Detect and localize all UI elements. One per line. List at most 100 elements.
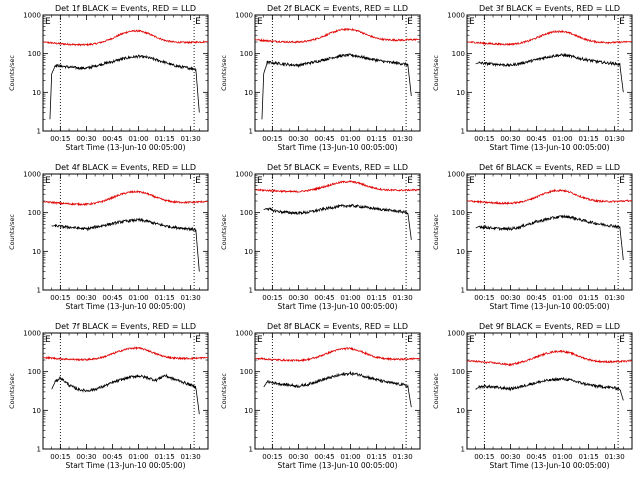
x-tick-label: 00:15: [474, 294, 494, 302]
x-tick-label: 00:15: [474, 135, 494, 143]
x-tick-label: 01:15: [366, 453, 386, 461]
lld-series-line: [254, 346, 421, 363]
x-axis-label: Start Time (13-Jun-10 00:05:00): [490, 461, 610, 470]
y-tick-label: 100: [240, 50, 253, 58]
flag-label: E: [407, 335, 413, 345]
plot-frame: [254, 14, 421, 132]
flag-label: E: [469, 17, 475, 27]
y-tick-label: 1: [461, 128, 465, 136]
y-axis-label: Counts/sec: [220, 373, 228, 409]
panel-1: Det 1f BLACK = Events, RED = LLD 1 10 100 10…: [8, 4, 209, 152]
events-series-line: [49, 54, 200, 120]
x-tick-label: 01:30: [393, 135, 413, 143]
y-axis-label: Counts/sec: [8, 214, 16, 250]
y-axis-label: Counts/sec: [220, 55, 228, 91]
y-tick-label: 100: [28, 50, 41, 58]
y-tick-label: 1: [249, 446, 253, 454]
panel-title: Det 7f BLACK = Events, RED = LLD: [55, 322, 196, 331]
y-tick-label: 1000: [447, 171, 465, 179]
x-tick-label: 01:15: [578, 294, 598, 302]
x-tick-label: 01:00: [128, 135, 148, 143]
x-tick-label: 00:30: [288, 135, 308, 143]
flag-label: E: [619, 17, 625, 27]
lld-series-line: [254, 180, 421, 194]
y-tick-label: 1: [461, 287, 465, 295]
x-tick-label: 00:30: [76, 453, 96, 461]
flag-label: E: [619, 176, 625, 186]
flag-label: E: [195, 17, 201, 27]
y-tick-label: 1: [37, 128, 41, 136]
flag-label: E: [469, 176, 475, 186]
events-series-line: [475, 52, 624, 93]
y-tick-label: 1000: [447, 330, 465, 338]
panel-3: Det 3f BLACK = Events, RED = LLD 1 10 100 10…: [432, 4, 633, 152]
y-tick-label: 100: [452, 50, 465, 58]
x-tick-label: 00:45: [102, 453, 122, 461]
x-tick-label: 01:30: [181, 453, 201, 461]
y-tick-label: 10: [32, 407, 41, 415]
x-tick-label: 00:30: [76, 294, 96, 302]
x-axis-label: Start Time (13-Jun-10 00:05:00): [66, 302, 186, 311]
x-tick-label: 01:00: [552, 135, 572, 143]
plot-frame: [254, 173, 421, 291]
plot-frame: [42, 14, 209, 132]
x-axis-label: Start Time (13-Jun-10 00:05:00): [490, 302, 610, 311]
x-tick-label: 01:15: [578, 135, 598, 143]
flag-label: E: [257, 335, 263, 345]
x-tick-label: 00:30: [288, 453, 308, 461]
plot-frame: [42, 173, 209, 291]
x-tick-label: 00:45: [526, 135, 546, 143]
events-series-line: [261, 53, 412, 120]
panel-title: Det 1f BLACK = Events, RED = LLD: [55, 4, 196, 13]
panel-title: Det 3f BLACK = Events, RED = LLD: [479, 4, 620, 13]
plot-frame: [466, 332, 633, 450]
y-tick-label: 1000: [447, 12, 465, 20]
panel-2: Det 2f BLACK = Events, RED = LLD 1 10 100 10…: [220, 4, 421, 152]
y-axis-label: Counts/sec: [8, 55, 16, 91]
y-tick-label: 1: [37, 446, 41, 454]
events-series-line: [51, 373, 200, 415]
x-axis-label: Start Time (13-Jun-10 00:05:00): [278, 143, 398, 152]
x-axis-label: Start Time (13-Jun-10 00:05:00): [278, 302, 398, 311]
y-axis-label: Counts/sec: [220, 214, 228, 250]
y-tick-label: 10: [456, 89, 465, 97]
x-tick-label: 00:15: [50, 135, 70, 143]
x-tick-label: 00:45: [102, 135, 122, 143]
y-tick-label: 1000: [235, 330, 253, 338]
x-tick-label: 01:00: [340, 453, 360, 461]
y-tick-label: 1: [249, 287, 253, 295]
x-tick-label: 00:45: [314, 294, 334, 302]
lld-series-line: [42, 189, 209, 207]
x-tick-label: 01:15: [154, 294, 174, 302]
x-tick-label: 01:30: [605, 453, 625, 461]
events-series-line: [475, 377, 624, 401]
flag-label: E: [195, 176, 201, 186]
y-tick-label: 1000: [235, 12, 253, 20]
y-tick-label: 1: [249, 128, 253, 136]
x-axis-label: Start Time (13-Jun-10 00:05:00): [66, 143, 186, 152]
flag-label: E: [257, 176, 263, 186]
x-tick-label: 00:30: [500, 453, 520, 461]
x-tick-label: 01:00: [128, 294, 148, 302]
plot-frame: [466, 14, 633, 132]
flag-label: E: [45, 17, 51, 27]
panel-7: Det 7f BLACK = Events, RED = LLD 1 10 100 10…: [8, 322, 209, 470]
y-tick-label: 10: [244, 248, 253, 256]
x-tick-label: 00:15: [262, 135, 282, 143]
events-series-line: [475, 214, 624, 260]
plot-frame: [42, 332, 209, 450]
panel-title: Det 2f BLACK = Events, RED = LLD: [267, 4, 408, 13]
x-tick-label: 01:30: [605, 294, 625, 302]
panel-title: Det 5f BLACK = Events, RED = LLD: [267, 163, 408, 172]
y-tick-label: 100: [240, 368, 253, 376]
y-axis-label: Counts/sec: [432, 55, 440, 91]
y-tick-label: 1000: [23, 330, 41, 338]
x-tick-label: 01:15: [154, 453, 174, 461]
x-tick-label: 01:15: [154, 135, 174, 143]
x-tick-label: 00:45: [314, 135, 334, 143]
x-tick-label: 00:30: [500, 135, 520, 143]
y-tick-label: 1: [461, 446, 465, 454]
x-tick-label: 01:30: [181, 294, 201, 302]
flag-label: E: [469, 335, 475, 345]
events-series-line: [51, 217, 200, 272]
